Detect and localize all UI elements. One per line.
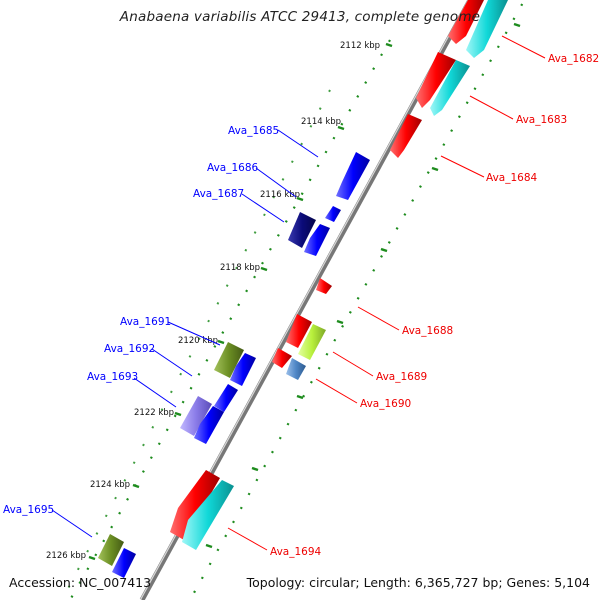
- position-ticks: [88, 22, 521, 561]
- leader-lines-right: [227, 35, 546, 551]
- gene-feature-ava-1683[interactable]: [416, 52, 470, 116]
- gene-label[interactable]: Ava_1692: [104, 343, 155, 355]
- position-label: 2122 kbp: [134, 408, 174, 418]
- gene-feature-ava-1682[interactable]: [448, 0, 508, 58]
- gene-label[interactable]: Ava_1684: [486, 172, 538, 184]
- accession-label: Accession: NC_007413: [9, 575, 152, 590]
- gene-label[interactable]: Ava_1691: [120, 316, 171, 328]
- position-label: 2112 kbp: [340, 41, 380, 51]
- gene-feature-ava-1684[interactable]: [390, 114, 422, 158]
- gene-feature-ava-1693[interactable]: [180, 396, 224, 444]
- gene-labels-right: Ava_1682 Ava_1683 Ava_1684 Ava_1688 Ava_…: [270, 53, 599, 558]
- gene-feature-ava-1691[interactable]: [214, 342, 256, 386]
- gene-feature-ava-1687[interactable]: [288, 212, 330, 256]
- gene-features: [98, 0, 508, 578]
- gene-feature-ava-1695[interactable]: [98, 534, 136, 578]
- gene-feature-ava-1689[interactable]: [272, 314, 326, 368]
- leader-lines-left: [51, 129, 319, 538]
- gene-label[interactable]: Ava_1689: [376, 371, 427, 383]
- position-label: 2126 kbp: [46, 551, 86, 561]
- position-label: 2124 kbp: [90, 480, 130, 490]
- genome-summary-label: Topology: circular; Length: 6,365,727 bp…: [246, 575, 590, 590]
- position-label: 2118 kbp: [220, 263, 260, 273]
- map-title: Anabaena variabilis ATCC 29413, complete…: [119, 9, 481, 25]
- position-label: 2120 kbp: [178, 336, 218, 346]
- gene-feature-ava-1690[interactable]: [286, 358, 306, 380]
- gene-label[interactable]: Ava_1693: [87, 371, 138, 383]
- position-label: 2116 kbp: [260, 190, 300, 200]
- gene-label[interactable]: Ava_1685: [228, 125, 279, 137]
- gene-label[interactable]: Ava_1686: [207, 162, 259, 174]
- gene-feature-ava-1686[interactable]: [325, 206, 341, 222]
- gene-label[interactable]: Ava_1690: [360, 398, 411, 410]
- gene-feature-ava-1685[interactable]: [336, 152, 370, 200]
- gene-label[interactable]: Ava_1695: [3, 504, 54, 516]
- gene-label[interactable]: Ava_1688: [402, 325, 453, 337]
- gene-feature-ava-1692[interactable]: [214, 384, 238, 412]
- dotted-tracks-inner: [61, 89, 331, 600]
- gene-label[interactable]: Ava_1683: [516, 114, 567, 126]
- dotted-tracks: [69, 0, 526, 600]
- gene-label[interactable]: Ava_1687: [193, 188, 244, 200]
- position-labels: 2112 kbp 2114 kbp 2116 kbp 2118 kbp 2120…: [46, 41, 380, 561]
- gene-label[interactable]: Ava_1694: [270, 546, 322, 558]
- gene-feature-ava-1694[interactable]: [170, 470, 234, 550]
- gene-feature-ava-1688[interactable]: [316, 278, 332, 294]
- position-label: 2114 kbp: [301, 117, 341, 127]
- gene-label[interactable]: Ava_1682: [548, 53, 599, 65]
- gene-labels-left: Ava_1685 Ava_1686 Ava_1687 Ava_1691 Ava_…: [3, 125, 279, 516]
